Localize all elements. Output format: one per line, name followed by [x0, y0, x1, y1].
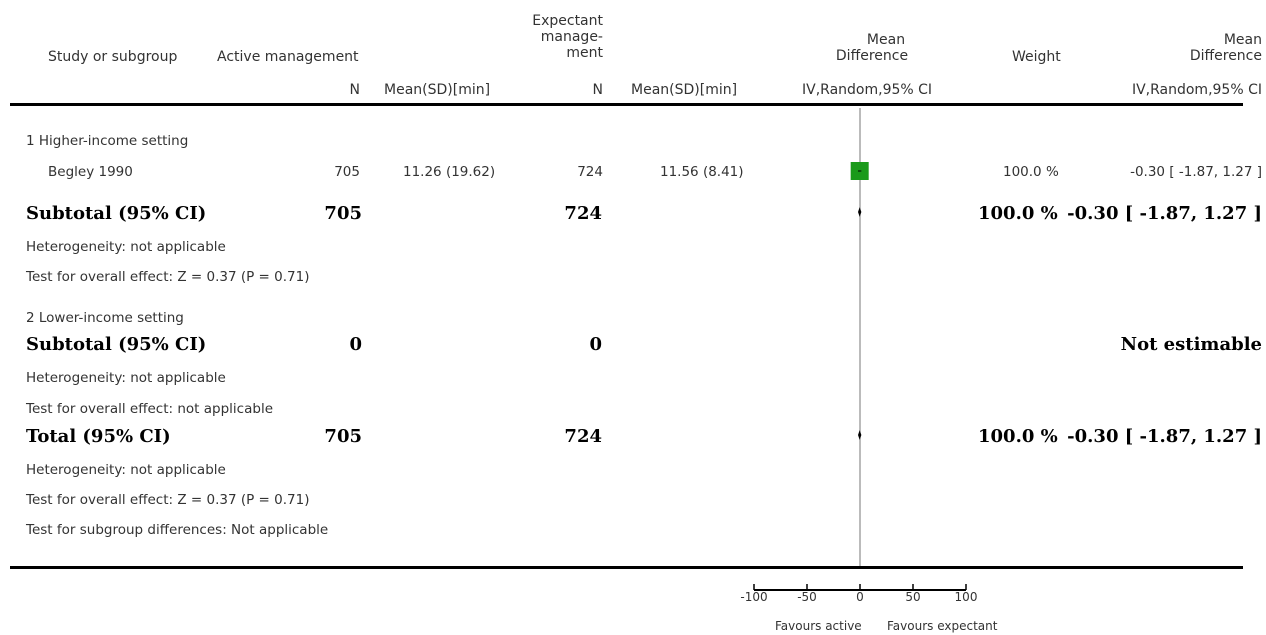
subgroup-1-subtotal-label: Subtotal (95% CI) [26, 203, 207, 224]
x-axis-tick-label: -50 [797, 590, 817, 604]
footer-rule [10, 566, 1243, 569]
header-plot-method: IV,Random,95% CI [802, 82, 933, 98]
subgroup-1-subtotal-md: -0.30 [ -1.87, 1.27 ] [1067, 203, 1262, 224]
total-diamond [858, 430, 862, 440]
total-active-n: 705 [324, 426, 362, 447]
total-overall-effect: Test for overall effect: Z = 0.37 (P = 0… [26, 492, 310, 508]
header-study: Study or subgroup [48, 49, 178, 65]
header-md-line1: Mean [1223, 32, 1262, 48]
subgroup-1-subtotal-expectant-n: 724 [564, 203, 602, 224]
header-expectant-line3: ment [566, 45, 603, 61]
header-expectant-mean-sd: Mean(SD)[min] [631, 82, 738, 98]
study-active-mean-sd: 11.26 (19.62) [403, 164, 496, 180]
study-weight: 100.0 % [1003, 164, 1059, 180]
header-expectant-line2: manage- [540, 29, 603, 45]
subgroup-2-subtotal-label: Subtotal (95% CI) [26, 334, 207, 355]
header-md-mean-difference: Mean Difference [1100, 32, 1262, 64]
subgroup-2-subtotal-expectant-n: 0 [589, 334, 602, 355]
axis-label-right: Favours expectant [887, 619, 998, 633]
subgroup-1-overall-effect: Test for overall effect: Z = 0.37 (P = 0… [26, 269, 310, 285]
header-rule [10, 103, 1243, 106]
subgroup-2-subtotal-md: Not estimable [1120, 334, 1262, 355]
total-heterogeneity: Heterogeneity: not applicable [26, 462, 226, 478]
subgroup-1-subtotal-active-n: 705 [324, 203, 362, 224]
x-axis-tick-label: 100 [955, 590, 978, 604]
axis-label-left: Favours active [775, 619, 862, 633]
study-active-n: 705 [334, 164, 360, 180]
x-axis-tick-label: 50 [905, 590, 920, 604]
study-md: -0.30 [ -1.87, 1.27 ] [1130, 164, 1262, 180]
header-weight: Weight [1012, 49, 1061, 65]
study-name: Begley 1990 [48, 164, 133, 180]
subgroup-differences: Test for subgroup differences: Not appli… [26, 522, 329, 538]
subgroup-2-heterogeneity: Heterogeneity: not applicable [26, 370, 226, 386]
subgroup-2-overall-effect: Test for overall effect: not applicable [26, 401, 274, 417]
subgroup-2-label: 2 Lower-income setting [26, 310, 184, 326]
header-expectant-management: Expectant manage- ment [500, 13, 603, 61]
total-md: -0.30 [ -1.87, 1.27 ] [1067, 426, 1262, 447]
total-weight: 100.0 % [978, 426, 1058, 447]
header-plot-mean-difference: Mean Difference [800, 32, 920, 64]
study-expectant-n: 724 [577, 164, 603, 180]
header-plot-line1: Mean [866, 32, 906, 48]
header-active-management: Active management [217, 49, 359, 65]
header-expectant-n: N [592, 82, 603, 98]
x-axis-tick-label: 0 [856, 590, 864, 604]
header-active-n: N [349, 82, 360, 98]
header-active-mean-sd: Mean(SD)[min] [384, 82, 491, 98]
subtotal-1-diamond [858, 207, 862, 217]
header-plot-line2: Difference [835, 48, 909, 64]
header-md-method: IV,Random,95% CI [1131, 82, 1262, 98]
header-expectant-line1: Expectant [532, 13, 603, 29]
subgroup-1-subtotal-weight: 100.0 % [978, 203, 1058, 224]
total-label: Total (95% CI) [26, 426, 171, 447]
subgroup-2-subtotal-active-n: 0 [349, 334, 362, 355]
subgroup-1-heterogeneity: Heterogeneity: not applicable [26, 239, 226, 255]
total-expectant-n: 724 [564, 426, 602, 447]
header-md-line2: Difference [1189, 48, 1262, 64]
subgroup-1-label: 1 Higher-income setting [26, 133, 189, 149]
study-expectant-mean-sd: 11.56 (8.41) [660, 164, 744, 180]
x-axis-tick-label: -100 [740, 590, 767, 604]
